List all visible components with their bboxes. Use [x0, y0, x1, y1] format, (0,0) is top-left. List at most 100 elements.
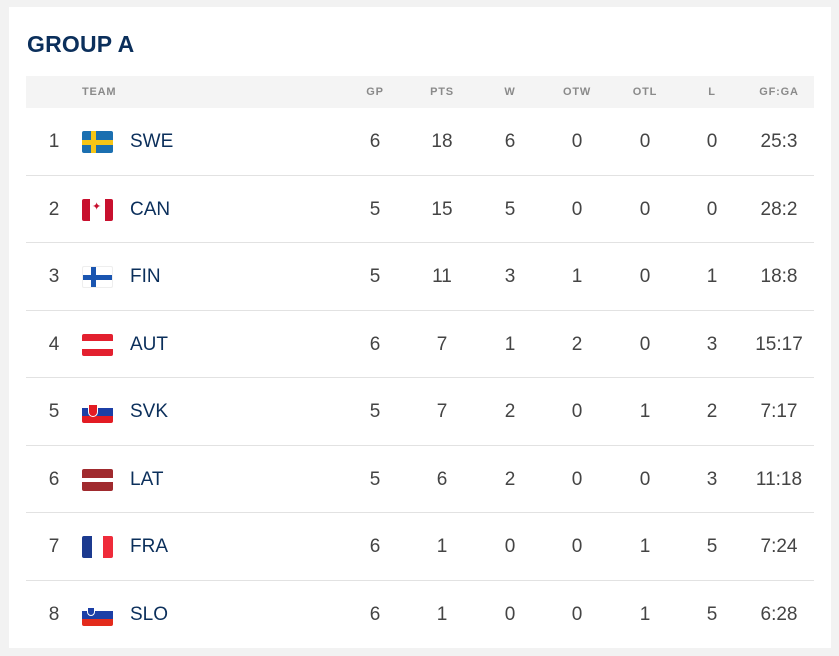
cell-l: 3 — [706, 468, 718, 490]
header-pts: PTS — [430, 86, 454, 98]
team-name[interactable]: CAN — [130, 198, 171, 220]
cell-otw: 0 — [571, 468, 583, 490]
team-name[interactable]: FRA — [130, 536, 168, 557]
cell-w: 2 — [504, 468, 516, 490]
cell-gfga: 7:24 — [760, 536, 798, 557]
cell-w: 2 — [504, 401, 516, 422]
cell-l: 1 — [706, 266, 718, 287]
cell-otw: 0 — [571, 131, 583, 152]
cell-pts: 18 — [431, 131, 453, 152]
cell-pts: 15 — [431, 198, 453, 220]
flag-swe-icon — [82, 131, 113, 153]
header-otl: OTL — [632, 86, 658, 98]
cell-w: 5 — [504, 198, 516, 220]
header-w: W — [504, 86, 516, 98]
cell-otw: 1 — [571, 266, 583, 287]
table-row[interactable]: 8 SLO 6 1 0 0 1 5 6:28 — [26, 581, 814, 649]
cell-otw: 0 — [571, 603, 583, 625]
cell-l: 0 — [706, 131, 718, 152]
rank: 3 — [48, 266, 60, 287]
rank: 7 — [48, 536, 60, 557]
cell-w: 3 — [504, 266, 516, 287]
team-name[interactable]: LAT — [130, 468, 164, 490]
cell-gfga: 7:17 — [760, 401, 798, 422]
cell-w: 6 — [504, 131, 516, 152]
cell-otl: 0 — [639, 333, 651, 355]
team-name[interactable]: AUT — [130, 333, 168, 355]
table-row[interactable]: 7 FRA 6 1 0 0 1 5 7:24 — [26, 513, 814, 581]
table-row[interactable]: 6 LAT 5 6 2 0 0 3 11:18 — [26, 446, 814, 513]
rank: 1 — [48, 131, 60, 152]
cell-pts: 7 — [436, 333, 448, 355]
cell-otw: 2 — [571, 333, 583, 355]
cell-gp: 6 — [369, 131, 381, 152]
cell-otl: 0 — [639, 131, 651, 152]
header-gfga: GF:GA — [759, 86, 799, 98]
cell-gfga: 11:18 — [755, 468, 803, 490]
team-name[interactable]: SLO — [130, 603, 169, 625]
cell-w: 0 — [504, 536, 516, 557]
cell-gp: 5 — [369, 266, 381, 287]
cell-otl: 0 — [639, 198, 651, 220]
cell-otw: 0 — [571, 198, 583, 220]
cell-gfga: 6:28 — [760, 603, 798, 625]
flag-lat-icon — [82, 468, 113, 491]
flag-can-icon — [82, 198, 113, 221]
standings-card: GROUP A TEAM GP PTS W OTW OTL L GF:GA 1 … — [9, 7, 831, 648]
cell-otl: 1 — [639, 603, 651, 625]
rank: 8 — [48, 603, 60, 625]
table-row[interactable]: 1 SWE 6 18 6 0 0 0 25:3 — [26, 108, 814, 176]
rank: 2 — [48, 198, 60, 220]
cell-gp: 5 — [369, 198, 381, 220]
cell-gfga: 15:17 — [755, 333, 803, 355]
cell-pts: 1 — [436, 536, 448, 557]
cell-otw: 0 — [571, 401, 583, 422]
rank: 6 — [48, 468, 60, 490]
team-name[interactable]: FIN — [130, 266, 161, 287]
cell-gp: 5 — [369, 468, 381, 490]
table-row[interactable]: 5 SVK 5 7 2 0 1 2 7:17 — [26, 378, 814, 446]
table-header: TEAM GP PTS W OTW OTL L GF:GA — [26, 76, 814, 108]
cell-gfga: 28:2 — [760, 198, 798, 220]
cell-otl: 1 — [639, 401, 651, 422]
cell-l: 3 — [706, 333, 718, 355]
cell-l: 5 — [706, 536, 718, 557]
flag-svk-icon — [82, 401, 113, 423]
cell-pts: 1 — [436, 603, 448, 625]
cell-gfga: 18:8 — [760, 266, 798, 287]
cell-gp: 6 — [369, 333, 381, 355]
cell-otl: 1 — [639, 536, 651, 557]
cell-gp: 6 — [369, 603, 381, 625]
cell-gfga: 25:3 — [760, 131, 798, 152]
cell-otw: 0 — [571, 536, 583, 557]
cell-otl: 0 — [639, 468, 651, 490]
flag-aut-icon — [82, 333, 113, 356]
cell-gp: 5 — [369, 401, 381, 422]
cell-w: 1 — [504, 333, 516, 355]
table-row[interactable]: 4 AUT 6 7 1 2 0 3 15:17 — [26, 311, 814, 378]
cell-pts: 6 — [436, 468, 448, 490]
cell-pts: 11 — [432, 266, 452, 287]
team-name[interactable]: SVK — [130, 401, 169, 422]
rank: 4 — [48, 333, 60, 355]
flag-slo-icon — [82, 603, 113, 626]
flag-fin-icon — [82, 266, 113, 288]
cell-pts: 7 — [436, 401, 448, 422]
table-row[interactable]: 2 CAN 5 15 5 0 0 0 28:2 — [26, 176, 814, 243]
cell-l: 2 — [706, 401, 718, 422]
group-title: GROUP A — [27, 31, 135, 57]
table-row[interactable]: 3 FIN 5 11 3 1 0 1 18:8 — [26, 243, 814, 311]
header-otw: OTW — [562, 86, 592, 98]
cell-w: 0 — [504, 603, 516, 625]
cell-otl: 0 — [639, 266, 651, 287]
header-team: TEAM — [82, 86, 117, 98]
header-l: L — [708, 86, 716, 98]
flag-fra-icon — [82, 536, 113, 558]
team-name[interactable]: SWE — [130, 131, 174, 152]
cell-l: 0 — [706, 198, 718, 220]
header-gp: GP — [366, 86, 384, 98]
cell-gp: 6 — [369, 536, 381, 557]
cell-l: 5 — [706, 603, 718, 625]
rank: 5 — [48, 401, 60, 422]
